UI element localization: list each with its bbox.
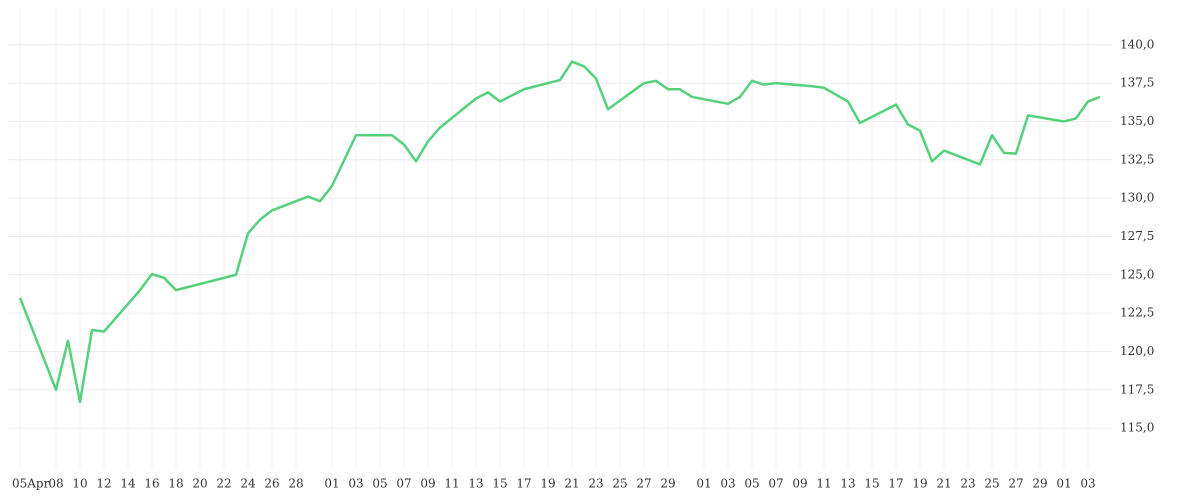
y-tick-label: 120,0	[1120, 344, 1154, 358]
x-tick-label: 27	[636, 477, 651, 491]
x-tick-label: 29	[1032, 477, 1047, 491]
y-tick-label: 132,5	[1120, 152, 1154, 166]
x-tick-label: 29	[660, 477, 675, 491]
x-tick-label: 05	[744, 477, 759, 491]
y-tick-label: 117,5	[1120, 382, 1154, 396]
y-tick-label: 140,0	[1120, 37, 1154, 51]
x-tick-label: 25	[612, 477, 627, 491]
x-tick-label: 07	[396, 477, 411, 491]
x-tick-label: 05	[372, 477, 387, 491]
x-tick-label: 16	[144, 477, 159, 491]
x-tick-label: 01	[1056, 477, 1071, 491]
x-tick-label: 23	[588, 477, 603, 491]
x-tick-label: 05Apr	[12, 477, 50, 491]
x-tick-label: 09	[792, 477, 807, 491]
x-tick-label: 11	[444, 477, 459, 491]
x-tick-label: 21	[936, 477, 951, 491]
y-tick-label: 130,0	[1120, 191, 1154, 205]
y-tick-label: 137,5	[1120, 76, 1154, 90]
x-tick-label: 26	[264, 477, 279, 491]
x-tick-label: 18	[168, 477, 183, 491]
x-tick-label: 03	[720, 477, 735, 491]
y-tick-label: 127,5	[1120, 229, 1154, 243]
x-tick-label: 12	[96, 477, 111, 491]
x-tick-label: 15	[492, 477, 507, 491]
x-tick-label: 27	[1008, 477, 1023, 491]
x-tick-label: 24	[240, 477, 256, 491]
x-tick-label: 25	[984, 477, 999, 491]
x-tick-label: 20	[192, 477, 207, 491]
x-tick-label: 28	[288, 477, 303, 491]
x-tick-label: 08	[48, 477, 63, 491]
x-tick-label: 19	[912, 477, 927, 491]
x-tick-label: 22	[216, 477, 231, 491]
x-tick-label: 13	[840, 477, 855, 491]
x-tick-label: 07	[768, 477, 783, 491]
y-tick-label: 122,5	[1120, 306, 1154, 320]
line	[18, 60, 1101, 404]
y-tick-label: 135,0	[1120, 114, 1154, 128]
x-tick-label: 15	[864, 477, 879, 491]
x-tick-label: 23	[960, 477, 975, 491]
x-tick-label: 19	[540, 477, 555, 491]
x-tick-label: 01	[324, 477, 339, 491]
x-tick-label: 03	[348, 477, 363, 491]
x-tick-label: 17	[516, 477, 531, 491]
x-tick-label: 03	[1080, 477, 1095, 491]
x-tick-label: 17	[888, 477, 903, 491]
x-tick-label: 09	[420, 477, 435, 491]
x-tick-label: 11	[816, 477, 831, 491]
x-tick-label: 13	[468, 477, 483, 491]
x-tick-label: 10	[72, 477, 87, 491]
y-tick-label: 125,0	[1120, 267, 1154, 281]
y-tick-label: 115,0	[1120, 421, 1154, 435]
x-tick-label: 21	[564, 477, 579, 491]
x-tick-label: 01	[696, 477, 711, 491]
x-tick-label: 14	[120, 477, 136, 491]
